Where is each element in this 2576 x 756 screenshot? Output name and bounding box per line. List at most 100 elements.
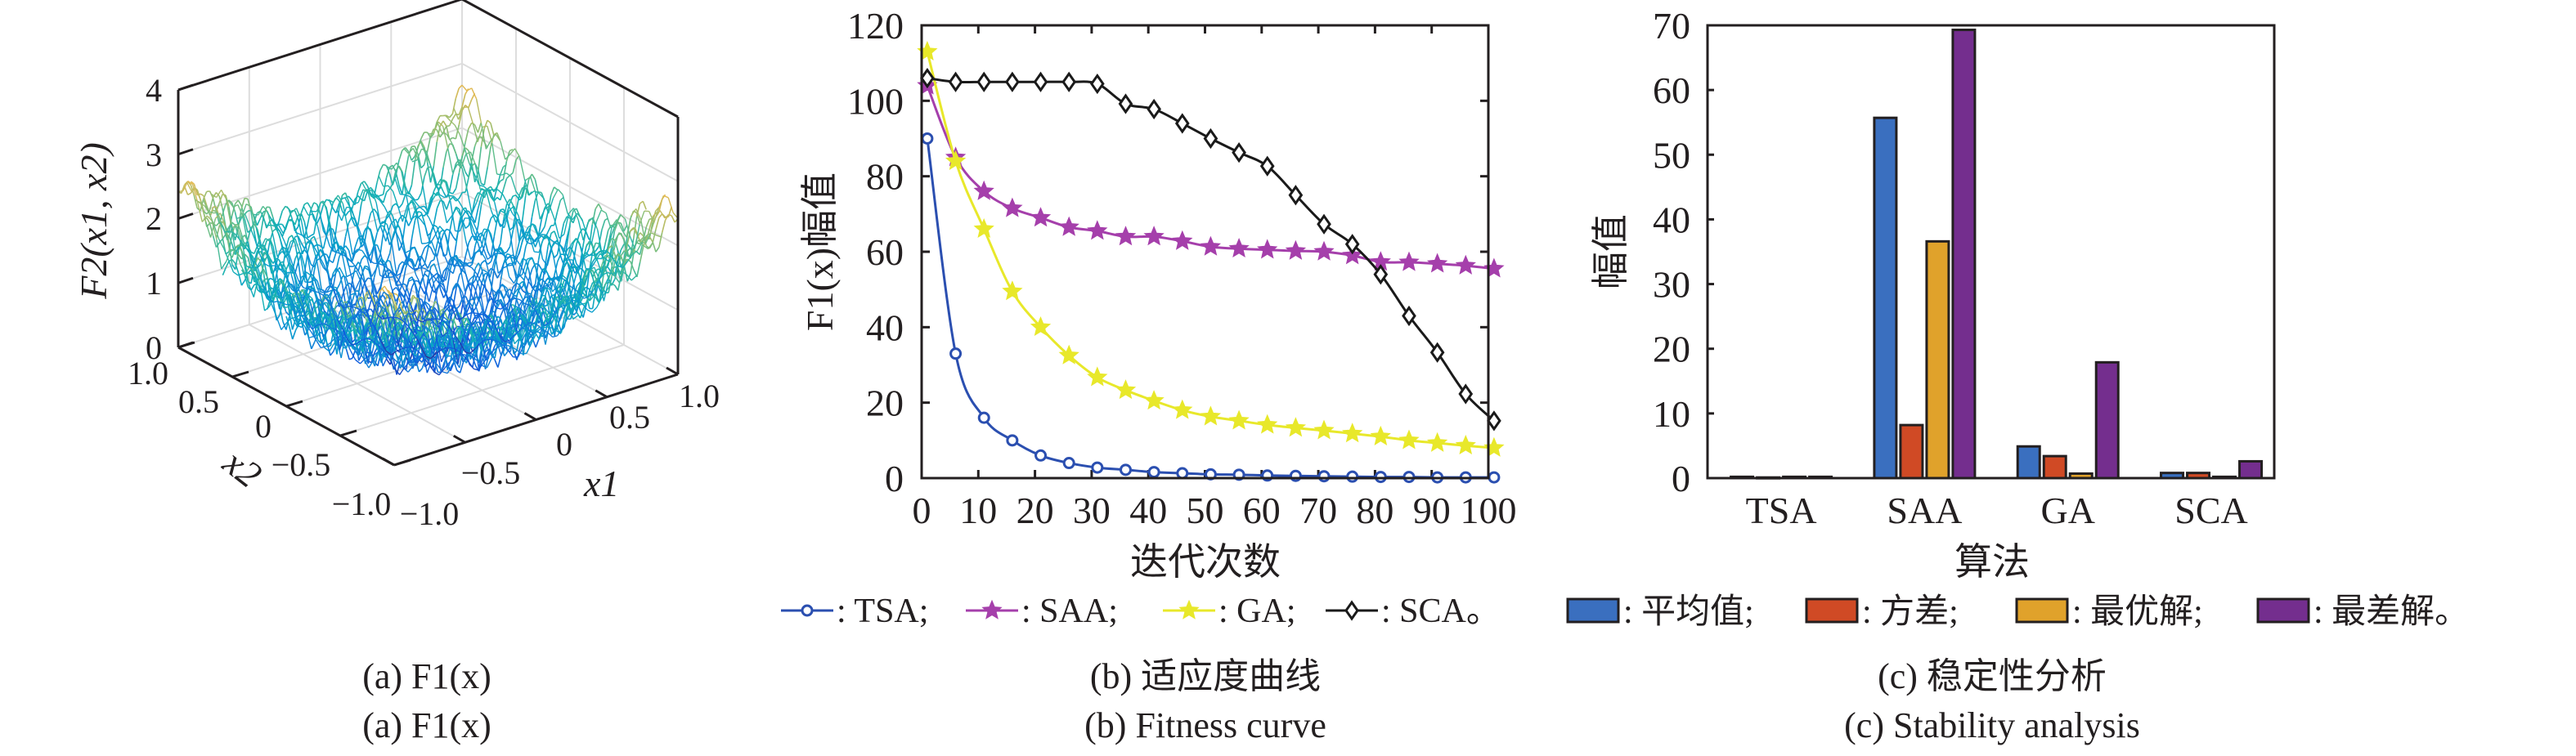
mesh-segment <box>213 225 220 240</box>
mesh-segment <box>435 253 442 275</box>
mesh-segment <box>576 208 581 217</box>
mesh-segment <box>612 271 617 275</box>
mesh-segment <box>317 292 324 296</box>
z-tick: 1 <box>146 265 162 302</box>
data-point-saa <box>1285 239 1307 260</box>
mesh-segment <box>357 271 364 281</box>
mesh-segment <box>240 280 246 286</box>
mesh-segment <box>482 322 489 337</box>
mesh-segment <box>489 336 495 340</box>
mesh-segment <box>380 341 387 351</box>
mesh-segment <box>429 163 436 178</box>
mesh-segment <box>307 293 313 300</box>
mesh-segment <box>432 274 438 282</box>
mesh-segment <box>352 264 360 272</box>
mesh-segment <box>274 223 280 232</box>
mesh-segment <box>502 161 508 180</box>
mesh-segment <box>494 326 500 336</box>
mesh-segment <box>413 341 420 351</box>
mesh-segment <box>569 243 574 257</box>
mesh-segment <box>548 314 554 324</box>
mesh-segment <box>545 284 550 287</box>
mesh-segment <box>363 244 370 261</box>
mesh-segment <box>508 205 514 212</box>
mesh-segment <box>243 245 249 251</box>
mesh-segment <box>598 204 603 211</box>
x1-tick: 0.5 <box>609 399 650 436</box>
mesh-segment <box>591 242 597 253</box>
mesh-segment <box>455 87 460 99</box>
mesh-segment <box>506 310 513 330</box>
mesh-segment <box>393 286 397 291</box>
mesh-segment <box>398 238 405 252</box>
mesh-segment <box>405 322 411 336</box>
data-point-tsa <box>1119 463 1132 476</box>
mesh-segment <box>489 326 496 348</box>
mesh-segment <box>287 303 293 306</box>
mesh-segment <box>301 322 306 328</box>
mesh-segment <box>424 302 429 309</box>
mesh-segment <box>474 235 479 247</box>
mesh-segment <box>424 167 429 177</box>
mesh-segment <box>285 237 289 251</box>
mesh-segment <box>304 302 311 311</box>
mesh-segment <box>205 221 212 238</box>
mesh-segment <box>635 203 641 217</box>
mesh-segment <box>563 311 568 320</box>
mesh-segment <box>471 353 477 357</box>
mesh-segment <box>465 241 472 260</box>
mesh-segment <box>393 276 400 291</box>
mesh-segment <box>225 195 230 207</box>
mesh-segment <box>359 230 366 246</box>
mesh-segment <box>421 307 427 315</box>
mesh-segment <box>297 235 303 244</box>
mesh-segment <box>474 208 479 223</box>
mesh-segment <box>399 229 406 253</box>
mesh-segment <box>423 210 429 218</box>
mesh-segment <box>566 266 572 279</box>
mesh-segment <box>487 230 495 247</box>
mesh-segment <box>518 196 523 201</box>
data-point-saa <box>1455 254 1476 275</box>
mesh-segment <box>420 287 425 294</box>
mesh-segment <box>626 258 631 262</box>
mesh-segment <box>397 327 404 347</box>
mesh-segment <box>278 296 285 308</box>
mesh-segment <box>494 359 499 368</box>
mesh-segment <box>412 148 419 159</box>
x-axis-label: 迭代次数 <box>1130 541 1281 583</box>
mesh-segment <box>534 251 540 253</box>
mesh-segment <box>438 121 444 127</box>
mesh-segment <box>331 327 337 330</box>
mesh-segment <box>240 204 247 217</box>
mesh-segment <box>209 218 217 238</box>
mesh-segment <box>554 186 558 190</box>
data-point-saa <box>1030 207 1052 227</box>
mesh-segment <box>601 286 606 293</box>
mesh-segment <box>402 350 407 356</box>
mesh-segment <box>266 253 272 274</box>
mesh-segment <box>244 213 251 227</box>
mesh-segment <box>473 232 480 242</box>
mesh-segment <box>388 185 394 192</box>
legend-marker-icon <box>1178 599 1200 620</box>
mesh-segment <box>420 212 425 223</box>
mesh-segment <box>458 192 464 199</box>
mesh-segment <box>442 287 448 297</box>
mesh-segment <box>312 298 318 320</box>
mesh-segment <box>565 290 572 312</box>
mesh-segment <box>473 339 477 342</box>
mesh-segment <box>556 275 563 287</box>
mesh-segment <box>462 293 469 317</box>
mesh-segment <box>332 230 337 252</box>
mesh-segment <box>484 302 489 314</box>
mesh-segment <box>433 227 439 242</box>
mesh-segment <box>447 148 454 173</box>
mesh-segment <box>394 320 401 326</box>
mesh-segment <box>314 311 321 327</box>
mesh-segment <box>228 258 233 262</box>
mesh-segment <box>322 294 329 302</box>
data-point-ga <box>1200 405 1222 426</box>
mesh-segment <box>343 347 347 349</box>
mesh-segment <box>497 289 505 299</box>
